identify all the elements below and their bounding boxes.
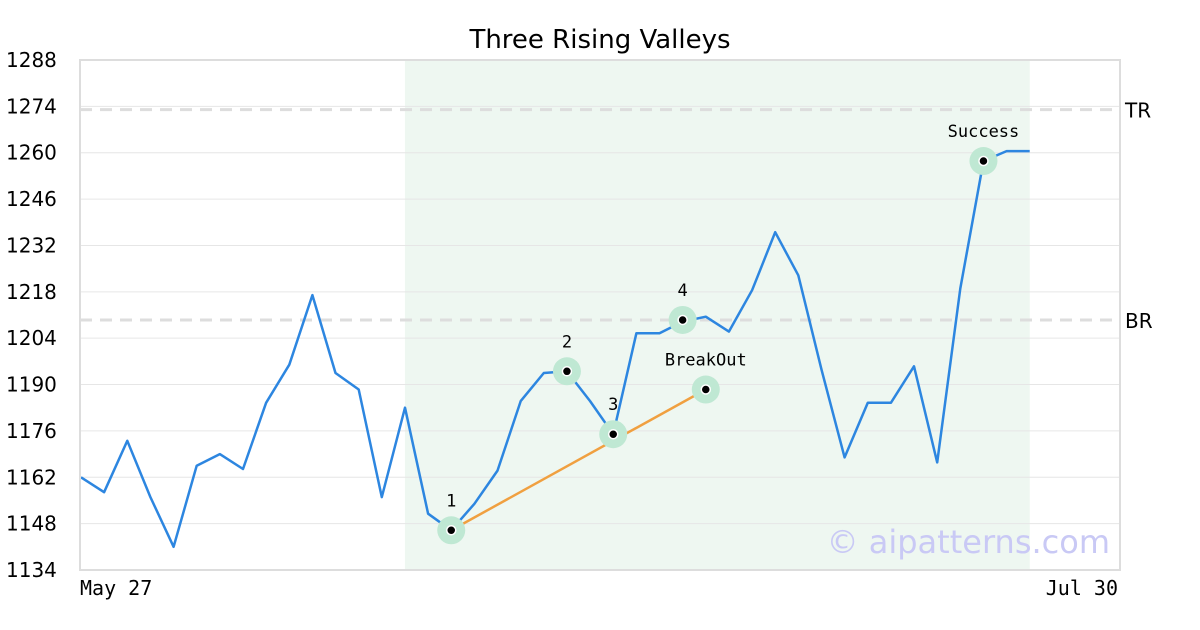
chart-title: Three Rising Valleys — [468, 25, 730, 55]
trend-line — [450, 388, 707, 532]
y-tick-label: 1246 — [6, 187, 57, 211]
highlight-region-layer — [404, 60, 1030, 570]
y-tick-label: 1218 — [6, 280, 57, 304]
x-tick-label: Jul 30 — [1046, 576, 1118, 600]
y-axis-ticks: 1134 1148 1162 1176 1190 1204 1218 1232 1246 1260… — [6, 48, 57, 582]
marker-label-success: Success — [948, 122, 1020, 142]
y-tick-label: 1162 — [6, 465, 57, 489]
marker-dot-3 — [607, 428, 619, 440]
y-tick-label: 1204 — [6, 326, 57, 350]
y-tick-label: 1190 — [6, 373, 57, 397]
y-tick-label: 1134 — [6, 558, 57, 582]
marker-label-4: 4 — [678, 281, 688, 301]
y-tick-label: 1288 — [6, 48, 57, 72]
reference-label-br: BR — [1125, 309, 1153, 333]
marker-dot-success — [978, 155, 989, 167]
y-tick-label: 1274 — [6, 94, 57, 118]
y-tick-label: 1232 — [6, 233, 57, 257]
watermark: © aipatterns.com — [827, 523, 1110, 561]
y-tick-label: 1260 — [6, 141, 57, 165]
reference-lines-layer: TR BR — [80, 99, 1153, 333]
marker-dot-breakout — [700, 384, 712, 395]
reference-label-tr: TR — [1124, 99, 1151, 123]
marker-label-3: 3 — [608, 395, 618, 415]
x-tick-label: May 27 — [80, 576, 152, 600]
plot-frame — [79, 59, 1121, 571]
x-axis-ticks: May 27 Jul 30 — [80, 576, 1118, 600]
marker-dot-4 — [677, 314, 688, 326]
y-tick-label: 1148 — [6, 512, 57, 536]
marker-dot-2 — [561, 366, 573, 377]
trend-layer — [450, 388, 707, 532]
marker-label-1: 1 — [446, 491, 456, 511]
y-tick-label: 1176 — [6, 419, 57, 443]
highlight-region — [404, 60, 1030, 570]
marker-label-breakout: BreakOut — [665, 351, 747, 371]
marker-label-2: 2 — [562, 332, 572, 352]
marker-dot-1 — [445, 525, 457, 536]
markers-layer: 1 2 3 4 BreakOut Success — [437, 122, 1020, 545]
